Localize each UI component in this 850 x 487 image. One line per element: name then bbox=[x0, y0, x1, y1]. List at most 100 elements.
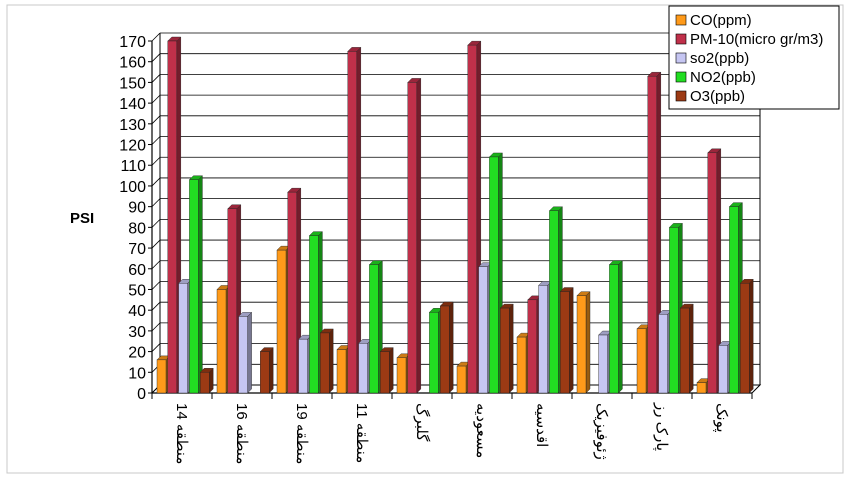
grid-line-side bbox=[151, 343, 161, 352]
y-tick-label: 80 bbox=[128, 220, 146, 237]
bar bbox=[679, 303, 694, 394]
bar-side bbox=[356, 46, 361, 394]
legend-label: NO2(ppb) bbox=[690, 69, 756, 86]
bar-side bbox=[689, 303, 694, 394]
bar-front bbox=[380, 351, 390, 394]
grid-line-side bbox=[151, 115, 161, 125]
bar-front bbox=[369, 264, 379, 394]
bar bbox=[259, 347, 274, 394]
grid-line-side bbox=[151, 301, 161, 311]
x-tick-label: منطقه 11 bbox=[353, 403, 370, 463]
bar-side bbox=[208, 367, 214, 394]
bar-front bbox=[227, 208, 238, 394]
legend-swatch bbox=[675, 33, 687, 45]
bar-front bbox=[407, 82, 417, 394]
bar-side bbox=[269, 347, 274, 394]
bar-front bbox=[467, 44, 477, 394]
bar bbox=[559, 287, 574, 394]
bar-front bbox=[156, 359, 167, 394]
bar-front bbox=[298, 338, 308, 394]
y-tick-label: 30 bbox=[128, 324, 146, 341]
grid-line-side bbox=[151, 94, 161, 104]
bar-side bbox=[618, 260, 623, 394]
figure-border bbox=[6, 4, 844, 474]
bar-front bbox=[707, 152, 717, 394]
bar-front bbox=[647, 75, 657, 394]
grid-line-side bbox=[151, 198, 161, 207]
x-tick-label: منطقه 16 bbox=[233, 403, 250, 464]
bar-front bbox=[598, 334, 608, 394]
grid-line-side bbox=[151, 177, 161, 187]
bar-front bbox=[538, 285, 548, 394]
bar-front bbox=[680, 307, 690, 394]
bar-side bbox=[247, 311, 252, 394]
grid-line-side bbox=[151, 281, 161, 290]
bar-front bbox=[576, 295, 587, 394]
bar-front bbox=[216, 289, 227, 394]
bar-front bbox=[527, 299, 537, 394]
grid-line-side bbox=[151, 53, 161, 62]
bar-front bbox=[189, 179, 199, 394]
bar-front bbox=[609, 264, 619, 394]
bar bbox=[739, 278, 754, 394]
legend-swatch bbox=[675, 90, 687, 102]
bar-front bbox=[276, 249, 287, 394]
bar bbox=[188, 175, 203, 394]
y-tick-label: 150 bbox=[119, 75, 146, 92]
bar-front bbox=[718, 345, 728, 394]
y-tick-label: 160 bbox=[119, 55, 146, 72]
bar bbox=[199, 367, 214, 394]
bar-side bbox=[509, 303, 514, 394]
x-tick-label: اقدسیه bbox=[533, 403, 550, 447]
bar-front bbox=[516, 336, 527, 394]
bar bbox=[379, 347, 394, 394]
bar-side bbox=[329, 328, 334, 394]
y-tick-label: 50 bbox=[128, 282, 146, 299]
bar-front bbox=[560, 291, 570, 394]
bar-front bbox=[669, 227, 679, 394]
bar bbox=[499, 303, 514, 394]
y-tick-label: 130 bbox=[119, 117, 146, 134]
legend-label: CO(ppm) bbox=[690, 12, 752, 29]
bar-front bbox=[358, 343, 368, 394]
bar bbox=[238, 311, 253, 394]
bar-side bbox=[389, 347, 394, 394]
bar-front bbox=[396, 357, 407, 394]
bar-front bbox=[489, 156, 499, 394]
y-tick-label: 90 bbox=[128, 200, 146, 217]
legend: CO(ppm) PM-10(micro gr/m3) so2(ppb) NO2(ppb… bbox=[668, 5, 840, 110]
y-tick-label: 40 bbox=[128, 303, 146, 320]
y-tick-label: 120 bbox=[119, 138, 146, 155]
bar-front bbox=[500, 307, 510, 394]
grid-line-side bbox=[151, 136, 161, 145]
bar bbox=[407, 77, 422, 394]
legend-box bbox=[668, 5, 840, 110]
legend-label: O3(ppb) bbox=[690, 88, 745, 105]
bars bbox=[156, 36, 754, 394]
x-tick-label: منطقه 14 bbox=[173, 403, 190, 464]
y-tick-label: 0 bbox=[137, 386, 146, 403]
x-tick-label: گلبرگ bbox=[413, 403, 431, 442]
x-tick-label: پونک bbox=[713, 403, 730, 433]
bar-front bbox=[729, 206, 739, 394]
bar-front bbox=[167, 40, 178, 394]
bar-front bbox=[549, 210, 559, 394]
bar-front bbox=[320, 332, 330, 394]
bar bbox=[439, 301, 454, 394]
bar-front bbox=[740, 283, 750, 394]
bar-side bbox=[749, 278, 754, 394]
bar-front bbox=[478, 266, 488, 394]
x-tick-label: مسعودیه bbox=[473, 403, 490, 458]
bar-front bbox=[238, 316, 248, 394]
grid-line-side bbox=[151, 32, 161, 42]
x-tick-label: پارک رز bbox=[653, 402, 670, 451]
bar bbox=[647, 71, 662, 394]
tick-labels: 0 10 20 30 40 50 60 70 80 90 100 110 120 130 140 150 160… bbox=[119, 34, 729, 464]
bar bbox=[347, 46, 362, 394]
y-tick-label: 170 bbox=[119, 34, 146, 51]
bar bbox=[576, 291, 591, 394]
bar-front bbox=[309, 235, 319, 394]
legend-swatch bbox=[675, 52, 687, 64]
